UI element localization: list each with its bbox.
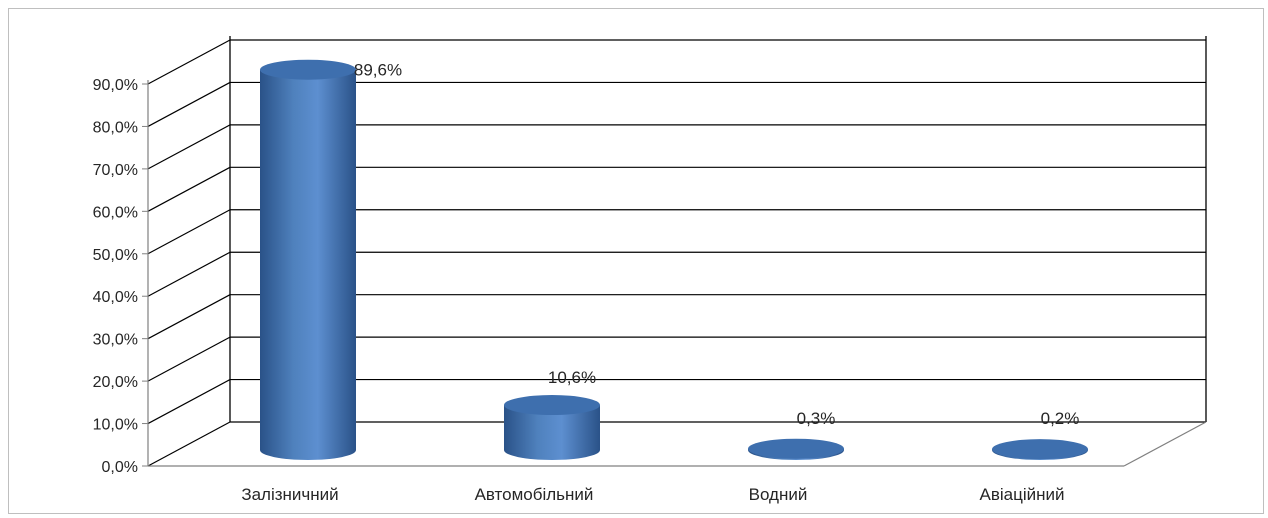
category-label: Авіаційний [980, 485, 1065, 504]
data-label: 10,6% [548, 368, 596, 387]
side-gridline [147, 294, 231, 340]
bar-top [260, 59, 356, 80]
y-tick-labels: 0,0% 10,0% 20,0% 30,0% 40,0% 50,0% 60,0% 70,0% 8… [93, 77, 138, 476]
data-label: 0,3% [797, 409, 836, 428]
side-gridline [147, 251, 231, 297]
data-label: 89,6% [354, 61, 402, 80]
y-tick-label: 30,0% [93, 332, 138, 349]
y-tick-label: 80,0% [93, 119, 138, 136]
floor-right-edge [1123, 421, 1207, 467]
y-tick-label: 0,0% [102, 459, 138, 476]
bar-top [504, 395, 600, 416]
y-tick-label: 70,0% [93, 162, 138, 179]
y-tick-label: 50,0% [93, 247, 138, 264]
bar-top [748, 438, 844, 459]
side-gridline [147, 421, 231, 467]
bar [748, 438, 844, 460]
side-gridline [147, 166, 231, 212]
side-gridline [147, 81, 231, 127]
y-tick-label: 60,0% [93, 204, 138, 221]
bar-body [504, 405, 600, 460]
gridlines [147, 39, 1206, 467]
side-gridline [147, 336, 231, 382]
y-tick-label: 40,0% [93, 289, 138, 306]
data-labels: 89,6% 10,6% 0,3% 0,2% [354, 61, 1079, 428]
chart-frame [8, 8, 1264, 514]
bar [992, 439, 1088, 460]
y-tick-label: 20,0% [93, 374, 138, 391]
axes [142, 36, 1207, 467]
bar [504, 395, 600, 460]
y-tick-label: 90,0% [93, 77, 138, 94]
y-tick-label: 10,0% [93, 417, 138, 434]
bar [260, 59, 356, 460]
bar-body [260, 69, 356, 460]
category-label: Автомобільний [475, 485, 594, 504]
bars [260, 59, 1088, 460]
bar-top [992, 439, 1088, 460]
side-gridline [147, 209, 231, 255]
side-gridline [147, 39, 231, 85]
data-label: 0,2% [1041, 409, 1080, 428]
category-label: Водний [749, 485, 808, 504]
category-labels: Залізничний Автомобільний Водний Авіаційний [241, 485, 1064, 504]
category-label: Залізничний [241, 485, 338, 504]
side-gridline [147, 124, 231, 170]
side-gridline [147, 379, 231, 425]
